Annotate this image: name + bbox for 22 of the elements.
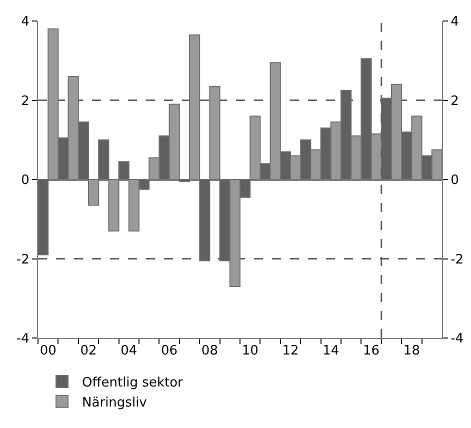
x-tick-label: 04 [120,344,138,359]
x-tick-label: 12 [282,344,299,359]
legend-label: Offentlig sektor [82,376,184,391]
y-tick-label: 2 [21,94,30,109]
y2-tick-label: 0 [450,173,459,188]
y-tick-label: -2 [16,252,30,268]
x-tick-label: 08 [201,344,218,359]
y2-tick-label: 2 [450,94,459,109]
x-tick-label: 00 [40,344,56,359]
y2-tick-label: -2 [450,252,464,268]
x-tick-label: 06 [161,344,178,359]
x-tick-label: 10 [242,344,258,359]
y-tick-label: 0 [21,173,30,188]
y2-tick-label: -4 [450,332,464,347]
x-tick-label: 02 [80,344,97,359]
y2-tick-label: 4 [450,14,459,30]
y-tick-label: -4 [16,332,30,347]
y-tick-label: 4 [21,14,30,30]
legend-label: Näringsliv [82,395,148,410]
x-tick-label: 14 [322,344,340,359]
x-tick-label: 16 [363,344,380,359]
x-tick-label: 18 [403,344,420,359]
